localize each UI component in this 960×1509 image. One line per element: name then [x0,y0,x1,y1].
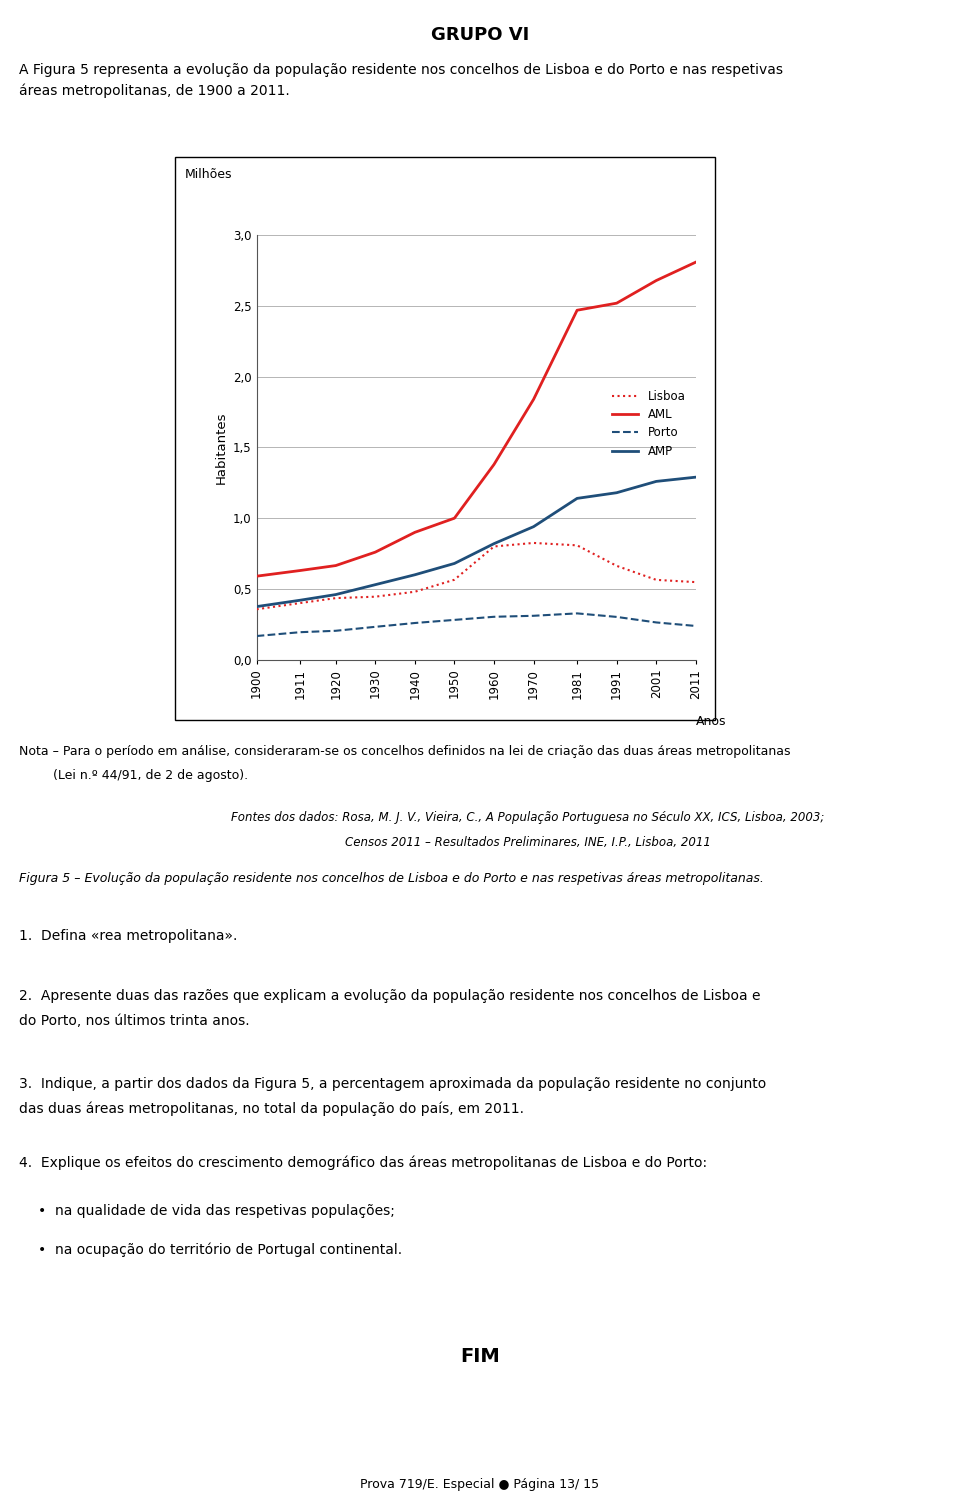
Text: 3.  Indique, a partir dos dados da Figura 5, a percentagem aproximada da populaç: 3. Indique, a partir dos dados da Figura… [19,1077,766,1091]
Y-axis label: Habitantes: Habitantes [214,412,228,484]
Text: A Figura 5 representa a evolução da população residente nos concelhos de Lisboa : A Figura 5 representa a evolução da popu… [19,63,783,98]
Text: Nota – Para o período em análise, consideraram-se os concelhos definidos na lei : Nota – Para o período em análise, consid… [19,745,791,758]
Text: GRUPO VI: GRUPO VI [431,26,529,44]
Legend: Lisboa, AML, Porto, AMP: Lisboa, AML, Porto, AMP [612,389,685,457]
Text: FIM: FIM [460,1348,500,1366]
Text: •  na qualidade de vida das respetivas populações;: • na qualidade de vida das respetivas po… [38,1204,396,1218]
Text: das duas áreas metropolitanas, no total da população do país, em 2011.: das duas áreas metropolitanas, no total … [19,1102,524,1115]
Text: 2.  Apresente duas das razões que explicam a evolução da população residente nos: 2. Apresente duas das razões que explica… [19,990,760,1003]
Text: Anos: Anos [696,715,727,727]
Text: Prova 719/E. Especial ● Página 13/ 15: Prova 719/E. Especial ● Página 13/ 15 [360,1477,600,1491]
Text: Milhões: Milhões [184,167,232,181]
Text: Figura 5 – Evolução da população residente nos concelhos de Lisboa e do Porto e : Figura 5 – Evolução da população residen… [19,872,764,884]
Text: Censos 2011 – Resultados Preliminares, INE, I.P., Lisboa, 2011: Censos 2011 – Resultados Preliminares, I… [345,836,711,848]
Text: •  na ocupação do território de Portugal continental.: • na ocupação do território de Portugal … [38,1243,402,1257]
Text: do Porto, nos últimos trinta anos.: do Porto, nos últimos trinta anos. [19,1014,250,1028]
Text: (Lei n.º 44/91, de 2 de agosto).: (Lei n.º 44/91, de 2 de agosto). [53,770,248,782]
Text: 4.  Explique os efeitos do crescimento demográfico das áreas metropolitanas de L: 4. Explique os efeitos do crescimento de… [19,1156,708,1169]
Text: Fontes dos dados: Rosa, M. J. V., Vieira, C., A População Portuguesa no Século X: Fontes dos dados: Rosa, M. J. V., Vieira… [231,812,825,824]
Text: 1.  Defina «rea metropolitana».: 1. Defina «rea metropolitana». [19,930,237,943]
